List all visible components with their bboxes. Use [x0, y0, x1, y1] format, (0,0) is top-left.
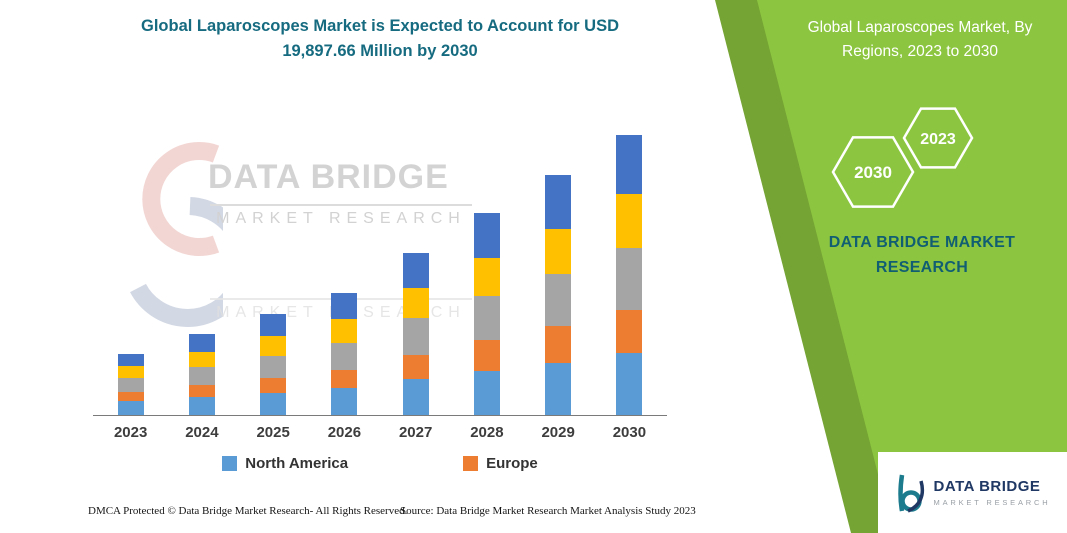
bar-segment	[260, 314, 287, 337]
bar-column	[523, 129, 594, 415]
legend-item: North America	[222, 455, 348, 472]
bar-segment	[260, 392, 287, 415]
stacked-bar	[117, 353, 144, 415]
stacked-bar	[188, 334, 215, 415]
bar-segment	[545, 326, 572, 363]
bar-segment	[616, 352, 643, 415]
bar-segment	[402, 252, 429, 289]
bar-segment	[473, 340, 500, 371]
x-axis-label: 2027	[398, 424, 433, 441]
bar-segment	[260, 377, 287, 393]
stacked-bar-chart	[93, 129, 667, 416]
bar-segment	[473, 370, 500, 415]
bar-segment	[188, 334, 215, 352]
source-footer-text: Source: Data Bridge Market Research Mark…	[400, 505, 696, 517]
bar-segment	[473, 296, 500, 341]
bar-segment	[331, 369, 358, 388]
bar-segment	[616, 247, 643, 311]
stacked-bar	[331, 293, 358, 415]
bar-column	[594, 129, 665, 415]
x-axis-labels: 2023 2024 2025 2026 2027 2028 2029 2030	[95, 424, 665, 441]
bar-segment	[117, 365, 144, 378]
bar-segment	[402, 354, 429, 379]
stacked-bar	[402, 252, 429, 415]
bar-segment	[473, 257, 500, 297]
side-panel-title: Global Laparoscopes Market, By Regions, …	[807, 19, 1033, 61]
stacked-bar	[545, 175, 572, 415]
watermark-subtitle: MARKET RESEARCH	[210, 204, 472, 228]
bar-segment	[402, 378, 429, 415]
chart-legend: North America Europe	[95, 455, 665, 472]
bar-segment	[331, 342, 358, 370]
brand-logo: DATA BRIDGE MARKET RESEARCH	[878, 452, 1067, 533]
bar-column	[309, 129, 380, 415]
bar-column	[380, 129, 451, 415]
bar-segment	[545, 175, 572, 229]
bar-segment	[117, 353, 144, 366]
x-axis-line	[93, 415, 667, 416]
bar-segment	[117, 377, 144, 392]
side-panel-green	[757, 0, 1067, 533]
bar-segment	[117, 391, 144, 401]
bar-column	[238, 129, 309, 415]
legend-item: Europe	[463, 455, 538, 472]
bar-column	[95, 129, 166, 415]
stacked-bar	[473, 212, 500, 415]
bar-segment	[188, 351, 215, 367]
bars-row	[95, 129, 665, 415]
bar-column	[166, 129, 237, 415]
dmca-footer-text: DMCA Protected © Data Bridge Market Rese…	[88, 505, 408, 517]
x-axis-label: 2029	[541, 424, 575, 441]
bar-segment	[188, 366, 215, 385]
x-axis-label: 2025	[256, 424, 290, 441]
bar-segment	[473, 212, 500, 258]
bar-segment	[545, 362, 572, 415]
brand-logo-subtitle: MARKET RESEARCH	[933, 498, 1051, 507]
bar-column	[451, 129, 522, 415]
legend-label: North America	[245, 455, 349, 472]
side-panel-brand-text: DATA BRIDGE MARKET RESEARCH	[828, 234, 1016, 276]
bar-segment	[331, 293, 358, 320]
bar-segment	[188, 384, 215, 397]
legend-swatch	[222, 456, 238, 471]
legend-swatch	[463, 456, 479, 471]
bar-segment	[331, 387, 358, 415]
hexagon-2030-label: 2030	[854, 163, 892, 182]
brand-logo-icon	[897, 474, 924, 513]
bar-segment	[117, 400, 144, 415]
watermark-title: DATA BRIDGE	[208, 158, 449, 196]
bar-segment	[402, 318, 429, 355]
hexagon-2023	[902, 107, 974, 169]
stacked-bar	[260, 314, 287, 415]
bar-segment	[616, 194, 643, 248]
x-axis-label: 2023	[113, 424, 148, 441]
hexagon-2023-label: 2023	[920, 131, 956, 148]
bar-segment	[616, 310, 643, 353]
bar-segment	[260, 355, 287, 378]
bar-segment	[331, 319, 358, 343]
legend-label: Europe	[486, 455, 538, 472]
bar-segment	[188, 396, 215, 415]
bar-segment	[616, 135, 643, 195]
watermark-logo-icon	[130, 142, 223, 327]
stacked-bar	[616, 135, 643, 415]
bar-segment	[545, 274, 572, 327]
bar-segment	[402, 288, 429, 319]
x-axis-label: 2030	[612, 424, 647, 441]
x-axis-label: 2024	[185, 424, 219, 441]
x-axis-label: 2028	[470, 424, 504, 441]
bar-segment	[260, 336, 287, 356]
x-axis-label: 2026	[327, 424, 362, 441]
page-title: Global Laparoscopes Market is Expected t…	[141, 17, 619, 60]
brand-logo-text: DATA BRIDGE MARKET RESEARCH	[934, 478, 1051, 507]
hexagon-2030	[831, 136, 915, 208]
brand-logo-name: DATA BRIDGE	[933, 478, 1041, 495]
bar-segment	[545, 228, 572, 275]
